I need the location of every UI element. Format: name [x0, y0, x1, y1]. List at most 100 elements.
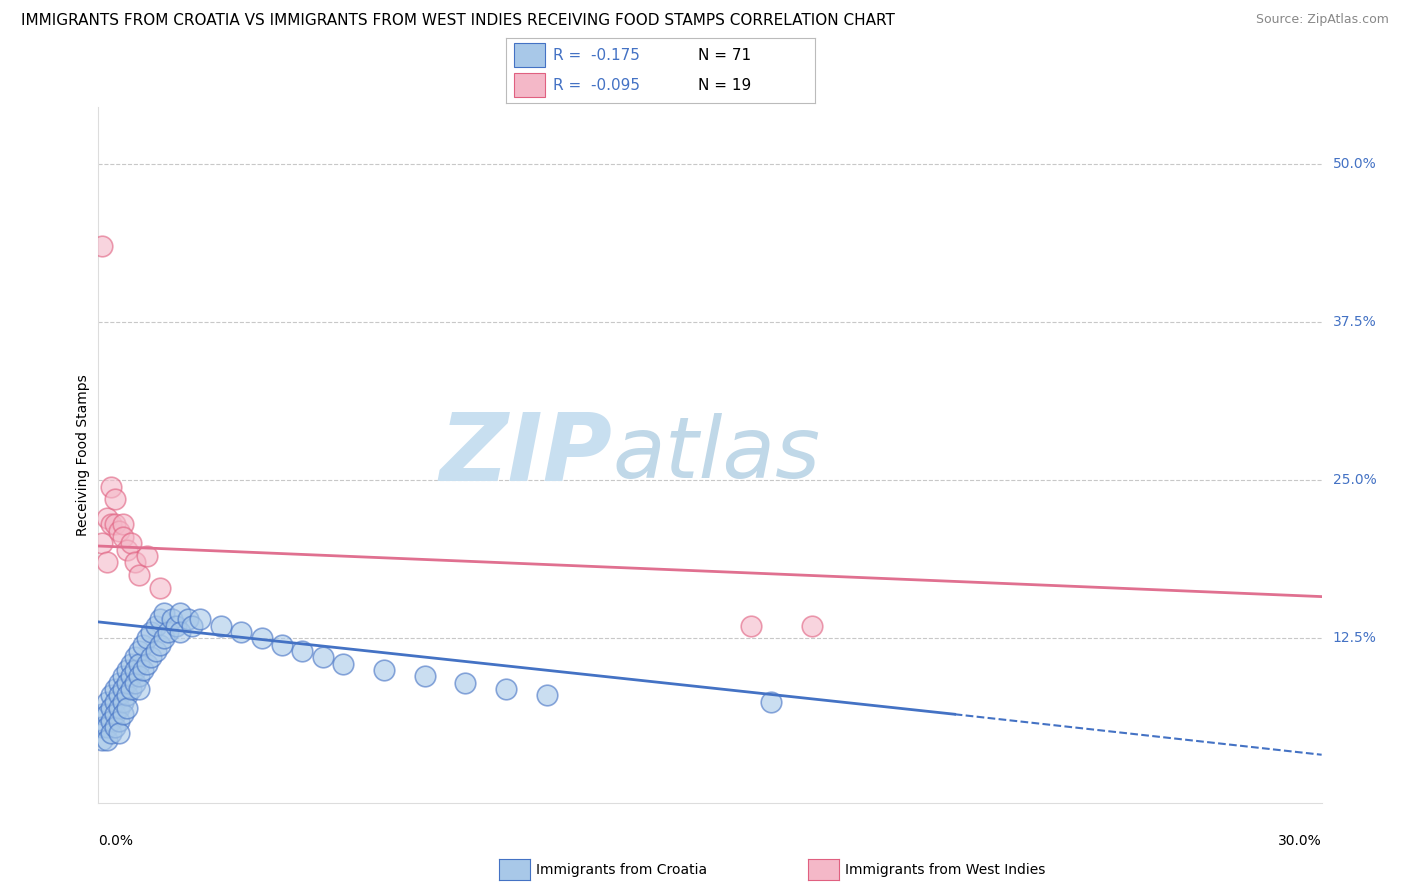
Point: [120, 657, 142, 671]
Point: [312, 650, 335, 665]
Point: [128, 681, 150, 696]
Point: [740, 618, 762, 632]
Point: [177, 612, 200, 626]
Point: [104, 492, 127, 507]
Bar: [513, 73, 544, 97]
Point: [104, 720, 127, 734]
Point: [128, 657, 150, 671]
Text: Immigrants from West Indies: Immigrants from West Indies: [845, 863, 1046, 877]
Point: [108, 726, 131, 740]
Point: [100, 688, 122, 702]
Point: [270, 638, 294, 652]
Text: R =  -0.095: R = -0.095: [553, 78, 640, 93]
Point: [111, 695, 134, 709]
Point: [761, 695, 783, 709]
Point: [149, 581, 172, 595]
Point: [124, 663, 146, 677]
Point: [104, 707, 127, 722]
Point: [152, 606, 174, 620]
Point: [156, 625, 179, 640]
Point: [291, 644, 314, 658]
Point: [96, 732, 118, 747]
Point: [111, 530, 134, 544]
Point: [104, 695, 127, 709]
Point: [96, 720, 118, 734]
Point: [96, 511, 118, 525]
Point: [100, 479, 122, 493]
Point: [128, 669, 150, 683]
Text: Immigrants from Croatia: Immigrants from Croatia: [536, 863, 707, 877]
Point: [104, 517, 127, 532]
Text: atlas: atlas: [612, 413, 820, 497]
Point: [96, 695, 118, 709]
Point: [495, 681, 517, 696]
Y-axis label: Receiving Food Stamps: Receiving Food Stamps: [76, 374, 90, 536]
Point: [169, 625, 191, 640]
Point: [149, 612, 172, 626]
Point: [100, 701, 122, 715]
Point: [104, 681, 127, 696]
Point: [120, 669, 142, 683]
Point: [413, 669, 436, 683]
Text: 25.0%: 25.0%: [1333, 474, 1376, 487]
Point: [145, 618, 167, 632]
Point: [108, 714, 131, 728]
Point: [108, 688, 131, 702]
Point: [124, 675, 146, 690]
Point: [91, 707, 114, 722]
Point: [100, 517, 122, 532]
Text: 0.0%: 0.0%: [98, 834, 134, 848]
Point: [536, 688, 558, 702]
Point: [108, 701, 131, 715]
Point: [128, 644, 150, 658]
Point: [188, 612, 212, 626]
Text: Source: ZipAtlas.com: Source: ZipAtlas.com: [1256, 13, 1389, 27]
Point: [132, 663, 155, 677]
Point: [141, 650, 163, 665]
Point: [160, 612, 183, 626]
Point: [250, 632, 273, 646]
Point: [120, 681, 142, 696]
Point: [115, 663, 138, 677]
Point: [136, 549, 159, 563]
Point: [120, 536, 142, 550]
Point: [96, 556, 118, 570]
Point: [141, 625, 163, 640]
Point: [169, 606, 191, 620]
Point: [111, 707, 134, 722]
Point: [91, 239, 114, 253]
Text: 30.0%: 30.0%: [1278, 834, 1322, 848]
Point: [231, 625, 253, 640]
Point: [115, 701, 138, 715]
Point: [108, 524, 131, 538]
Point: [332, 657, 354, 671]
Point: [209, 618, 232, 632]
Point: [115, 542, 138, 557]
Point: [801, 618, 824, 632]
Point: [152, 632, 174, 646]
Point: [145, 644, 167, 658]
Point: [128, 568, 150, 582]
Point: [111, 669, 134, 683]
Text: 12.5%: 12.5%: [1333, 632, 1376, 645]
Text: R =  -0.175: R = -0.175: [553, 47, 640, 62]
Point: [165, 618, 187, 632]
Point: [136, 657, 159, 671]
Point: [149, 638, 172, 652]
Point: [454, 675, 477, 690]
Text: 50.0%: 50.0%: [1333, 157, 1376, 171]
Point: [108, 675, 131, 690]
Bar: [513, 43, 544, 67]
Point: [124, 556, 146, 570]
Point: [91, 732, 114, 747]
Point: [111, 517, 134, 532]
Point: [124, 650, 146, 665]
Point: [91, 720, 114, 734]
Text: 37.5%: 37.5%: [1333, 315, 1376, 329]
Point: [373, 663, 395, 677]
Point: [136, 632, 159, 646]
Text: ZIP: ZIP: [439, 409, 612, 501]
Text: IMMIGRANTS FROM CROATIA VS IMMIGRANTS FROM WEST INDIES RECEIVING FOOD STAMPS COR: IMMIGRANTS FROM CROATIA VS IMMIGRANTS FR…: [21, 13, 896, 29]
Point: [115, 675, 138, 690]
Point: [100, 714, 122, 728]
